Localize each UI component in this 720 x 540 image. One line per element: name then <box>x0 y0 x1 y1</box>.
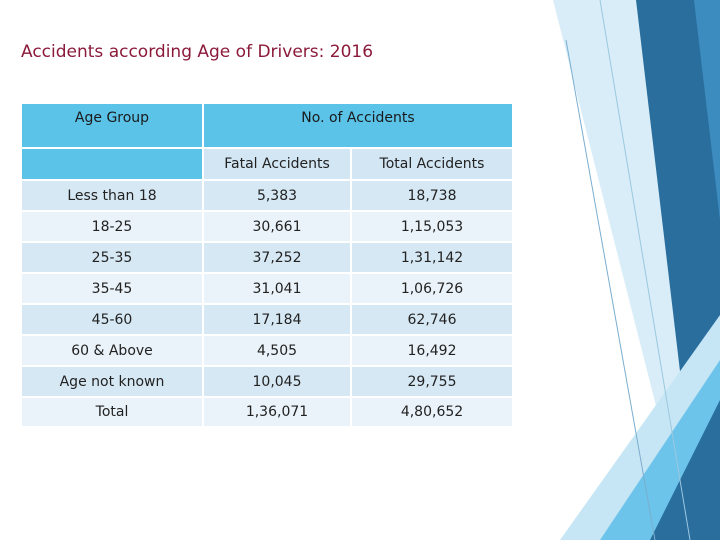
cell-fatal: 1,36,071 <box>203 397 352 428</box>
table-total-row: Total 1,36,071 4,80,652 <box>22 397 514 428</box>
cell-fatal: 10,045 <box>203 366 352 398</box>
deco-thin-line <box>565 39 656 540</box>
cell-fatal: 30,661 <box>203 211 352 243</box>
cell-age-group: Total <box>22 397 204 428</box>
cell-age-group: Age not known <box>22 366 204 398</box>
cell-age-group: 35-45 <box>22 273 204 305</box>
cell-total: 16,492 <box>351 335 514 367</box>
cell-total: 4,80,652 <box>351 397 514 428</box>
table-row: 35-45 31,041 1,06,726 <box>22 273 514 305</box>
subheader-empty-cell <box>22 148 204 181</box>
table-row: Age not known 10,045 29,755 <box>22 366 514 398</box>
deco-light-strip <box>553 0 720 540</box>
deco-bottom-wedge-light <box>560 315 720 540</box>
deco-thin-line-2 <box>599 0 691 540</box>
deco-bottom-wedge-dark <box>650 400 720 540</box>
cell-age-group: 25-35 <box>22 242 204 274</box>
cell-fatal: 5,383 <box>203 180 352 212</box>
cell-fatal: 17,184 <box>203 304 352 336</box>
cell-fatal: 31,041 <box>203 273 352 305</box>
header-no-of-accidents: No. of Accidents <box>203 104 514 149</box>
cell-fatal: 37,252 <box>203 242 352 274</box>
cell-total: 1,06,726 <box>351 273 514 305</box>
cell-age-group: 45-60 <box>22 304 204 336</box>
cell-fatal: 4,505 <box>203 335 352 367</box>
table-row: 18-25 30,661 1,15,053 <box>22 211 514 243</box>
table-row: 60 & Above 4,505 16,492 <box>22 335 514 367</box>
table-header-row: Age Group No. of Accidents <box>22 104 514 149</box>
subheader-fatal: Fatal Accidents <box>203 148 352 181</box>
table-row: 25-35 37,252 1,31,142 <box>22 242 514 274</box>
slide-title: Accidents according Age of Drivers: 2016 <box>21 42 374 62</box>
cell-age-group: Less than 18 <box>22 180 204 212</box>
deco-dark-band <box>636 0 720 540</box>
subheader-total: Total Accidents <box>351 148 514 181</box>
cell-total: 1,15,053 <box>351 211 514 243</box>
accidents-table: Age Group No. of Accidents Fatal Acciden… <box>22 104 514 428</box>
header-age-group: Age Group <box>22 104 204 149</box>
cell-age-group: 60 & Above <box>22 335 204 367</box>
table-subheader-row: Fatal Accidents Total Accidents <box>22 148 514 181</box>
table-row: Less than 18 5,383 18,738 <box>22 180 514 212</box>
cell-age-group: 18-25 <box>22 211 204 243</box>
cell-total: 62,746 <box>351 304 514 336</box>
cell-total: 18,738 <box>351 180 514 212</box>
deco-mid-band <box>660 0 720 220</box>
deco-bottom-wedge-blue <box>600 360 720 540</box>
cell-total: 1,31,142 <box>351 242 514 274</box>
cell-total: 29,755 <box>351 366 514 398</box>
table-row: 45-60 17,184 62,746 <box>22 304 514 336</box>
